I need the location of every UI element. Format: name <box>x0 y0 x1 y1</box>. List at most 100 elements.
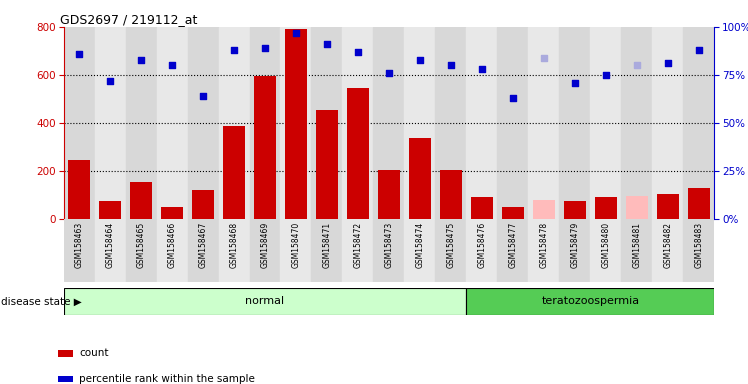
Bar <box>657 194 678 219</box>
Bar <box>311 27 343 219</box>
Bar <box>502 207 524 219</box>
Bar <box>378 170 399 219</box>
Bar <box>435 27 467 219</box>
Point <box>383 70 395 76</box>
Bar <box>405 219 435 282</box>
Bar <box>68 160 90 219</box>
Bar <box>192 190 214 219</box>
Bar <box>405 27 435 219</box>
Point <box>414 56 426 63</box>
Text: GSM158463: GSM158463 <box>75 222 84 268</box>
Point <box>352 49 364 55</box>
Text: GSM158465: GSM158465 <box>137 222 146 268</box>
Text: GSM158481: GSM158481 <box>632 222 641 268</box>
Bar <box>409 139 431 219</box>
Point <box>290 30 302 36</box>
Text: GSM158478: GSM158478 <box>539 222 548 268</box>
Point <box>321 41 333 47</box>
Point <box>476 66 488 72</box>
Bar <box>440 170 462 219</box>
Bar <box>497 27 528 219</box>
Bar <box>560 219 590 282</box>
Point <box>662 60 674 66</box>
Point <box>445 62 457 68</box>
Bar <box>188 219 218 282</box>
Point <box>104 78 116 84</box>
Text: GSM158475: GSM158475 <box>447 222 456 268</box>
Bar <box>590 219 622 282</box>
Point <box>228 47 240 53</box>
Bar <box>99 201 121 219</box>
Bar <box>58 350 73 357</box>
Text: GSM158477: GSM158477 <box>509 222 518 268</box>
Bar <box>347 88 369 219</box>
Text: percentile rank within the sample: percentile rank within the sample <box>79 374 255 384</box>
Bar <box>94 27 126 219</box>
Bar <box>590 27 622 219</box>
Text: GSM158471: GSM158471 <box>322 222 331 268</box>
Bar <box>64 288 467 315</box>
Point <box>197 93 209 99</box>
Point <box>569 79 581 86</box>
Text: count: count <box>79 348 109 358</box>
Text: GSM158464: GSM158464 <box>105 222 114 268</box>
Bar <box>467 219 497 282</box>
Text: GSM158472: GSM158472 <box>354 222 363 268</box>
Text: GSM158476: GSM158476 <box>477 222 486 268</box>
Bar <box>285 29 307 219</box>
Bar <box>94 219 126 282</box>
Bar <box>280 27 311 219</box>
Bar <box>622 219 652 282</box>
Bar <box>250 27 280 219</box>
Text: GSM158467: GSM158467 <box>198 222 207 268</box>
Bar <box>560 27 590 219</box>
Bar <box>467 27 497 219</box>
Text: GSM158482: GSM158482 <box>663 222 672 268</box>
Point <box>166 62 178 68</box>
Bar <box>626 196 648 219</box>
Bar <box>564 201 586 219</box>
Point <box>600 72 612 78</box>
Point <box>538 55 550 61</box>
Point <box>135 56 147 63</box>
Bar <box>622 27 652 219</box>
Bar <box>218 219 250 282</box>
Bar <box>58 376 73 382</box>
Bar <box>652 219 684 282</box>
Text: GSM158466: GSM158466 <box>168 222 177 268</box>
Text: GDS2697 / 219112_at: GDS2697 / 219112_at <box>61 13 197 26</box>
Point <box>693 47 705 53</box>
Text: GSM158479: GSM158479 <box>571 222 580 268</box>
Bar <box>373 27 405 219</box>
Text: GSM158473: GSM158473 <box>384 222 393 268</box>
Point <box>631 62 643 68</box>
Bar <box>533 200 555 219</box>
Bar <box>156 27 188 219</box>
Text: GSM158474: GSM158474 <box>415 222 424 268</box>
Bar <box>223 126 245 219</box>
Text: GSM158470: GSM158470 <box>292 222 301 268</box>
Bar <box>254 76 276 219</box>
Point <box>73 51 85 57</box>
Bar <box>161 207 183 219</box>
Bar <box>188 27 218 219</box>
Text: GSM158469: GSM158469 <box>260 222 269 268</box>
Bar <box>435 219 467 282</box>
Bar <box>126 27 156 219</box>
Bar <box>373 219 405 282</box>
Text: GSM158480: GSM158480 <box>601 222 610 268</box>
Bar <box>528 219 560 282</box>
Bar <box>688 188 710 219</box>
Text: GSM158483: GSM158483 <box>694 222 703 268</box>
Text: teratozoospermia: teratozoospermia <box>542 296 640 306</box>
Bar <box>311 219 343 282</box>
Bar <box>497 219 528 282</box>
Bar <box>684 219 714 282</box>
Bar <box>64 27 94 219</box>
Bar <box>343 27 373 219</box>
Bar <box>595 197 616 219</box>
Bar <box>126 219 156 282</box>
Bar <box>250 219 280 282</box>
Text: GSM158468: GSM158468 <box>230 222 239 268</box>
Bar <box>652 27 684 219</box>
